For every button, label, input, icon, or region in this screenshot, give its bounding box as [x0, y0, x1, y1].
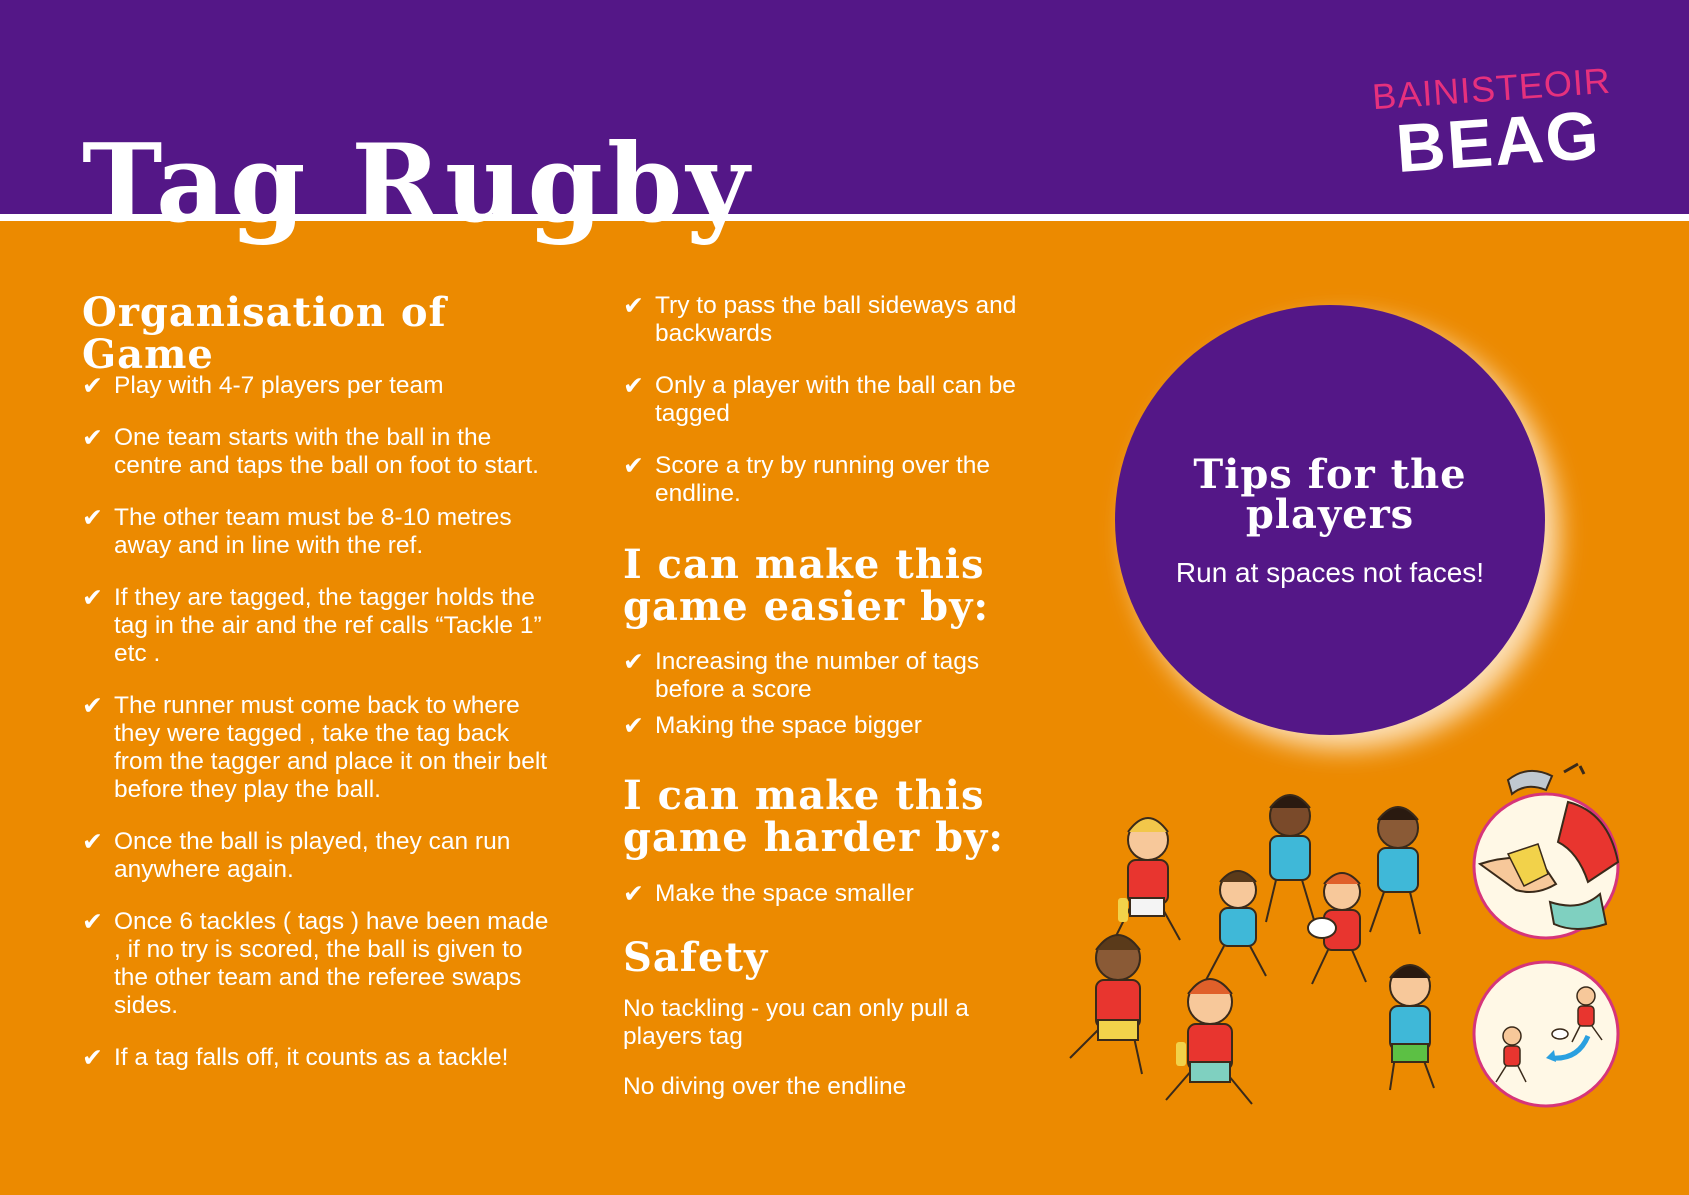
page-title: Tag Rugby [82, 121, 754, 248]
list-item-text: Increasing the number of tags before a s… [655, 648, 980, 703]
tips-circle: Tips for the players Run at spaces not f… [1115, 305, 1545, 735]
safety-line: No tackling - you can only pull a player… [623, 995, 969, 1050]
check-icon: ✔ [82, 503, 103, 532]
tips-title: Tips for the players [1193, 451, 1467, 538]
easier-title: I can make this game easier by: [623, 541, 990, 630]
check-icon: ✔ [82, 827, 103, 856]
list-item: ✔ Make the space smaller [623, 880, 1053, 908]
list-item-text: Make the space smaller [655, 880, 914, 907]
list-item: ✔ Once 6 tackles ( tags ) have been made … [82, 908, 552, 1020]
list-item: ✔ Try to pass the ball sideways and backw… [623, 292, 1053, 348]
list-item: ✔ The other team must be 8-10 metres away… [82, 504, 552, 560]
list-item: ✔ The runner must come back to where they… [82, 692, 552, 804]
list-item-text: One team starts with the ball in the cen… [114, 424, 539, 479]
list-item-text: If they are tagged, the tagger holds the… [114, 584, 542, 667]
list-item-text: Once the ball is played, they can run an… [114, 828, 511, 883]
organisation-title: Organisation of Game [82, 289, 447, 378]
list-item: ✔ Increasing the number of tags before a … [623, 648, 1053, 704]
safety-title: Safety [623, 934, 769, 981]
harder-list: ✔ Make the space smaller [623, 880, 1053, 908]
running-children-illustration [1069, 794, 1435, 1105]
organisation-list: ✔ Play with 4-7 players per team ✔ One tea… [82, 372, 552, 1096]
easier-list: ✔ Increasing the number of tags before a … [623, 648, 1053, 748]
check-icon: ✔ [82, 371, 103, 400]
header-divider [0, 214, 1689, 221]
harder-title: I can make this game harder by: [623, 772, 1005, 861]
check-icon: ✔ [82, 423, 103, 452]
rules-list: ✔ Try to pass the ball sideways and backw… [623, 292, 1053, 532]
check-icon: ✔ [623, 451, 644, 480]
bainisteoir-beag-logo: BAINISTEOIR BEAG [1368, 52, 1612, 188]
header-banner [0, 0, 1689, 214]
list-item-text: Making the space bigger [655, 712, 922, 739]
list-item-text: Try to pass the ball sideways and backwa… [655, 292, 1017, 347]
list-item-text: Score a try by running over the endline. [655, 452, 991, 507]
check-icon: ✔ [82, 691, 103, 720]
list-item: ✔ If they are tagged, the tagger holds th… [82, 584, 552, 668]
list-item-text: Only a player with the ball can be tagge… [655, 372, 1016, 427]
list-item-text: If a tag falls off, it counts as a tackl… [114, 1044, 509, 1071]
logo-bottom-text: BEAG [1393, 96, 1603, 188]
list-item: ✔ One team starts with the ball in the ce… [82, 424, 552, 480]
whistle-and-tag-icon [1472, 762, 1620, 940]
list-item: ✔ Score a try by running over the endline… [623, 452, 1053, 508]
list-item-text: Once 6 tackles ( tags ) have been made ,… [114, 908, 549, 1019]
check-icon: ✔ [623, 291, 644, 320]
list-item: ✔ Only a player with the ball can be tagg… [623, 372, 1053, 428]
check-icon: ✔ [82, 1043, 103, 1072]
check-icon: ✔ [82, 907, 103, 936]
list-item: ✔ Making the space bigger [623, 712, 1053, 740]
list-item: ✔ If a tag falls off, it counts as a tack… [82, 1044, 552, 1072]
passing-players-icon [1472, 960, 1620, 1108]
list-item: ✔ Once the ball is played, they can run a… [82, 828, 552, 884]
check-icon: ✔ [623, 879, 644, 908]
list-item-text: The runner must come back to where they … [114, 692, 548, 803]
check-icon: ✔ [623, 647, 644, 676]
check-icon: ✔ [623, 371, 644, 400]
tips-subtitle: Run at spaces not faces! [1175, 557, 1485, 588]
check-icon: ✔ [82, 583, 103, 612]
list-item: ✔ Play with 4-7 players per team [82, 372, 552, 400]
list-item-text: Play with 4-7 players per team [114, 372, 444, 399]
list-item-text: The other team must be 8-10 metres away … [114, 504, 512, 559]
safety-line: No diving over the endline [623, 1073, 907, 1100]
check-icon: ✔ [623, 711, 644, 740]
